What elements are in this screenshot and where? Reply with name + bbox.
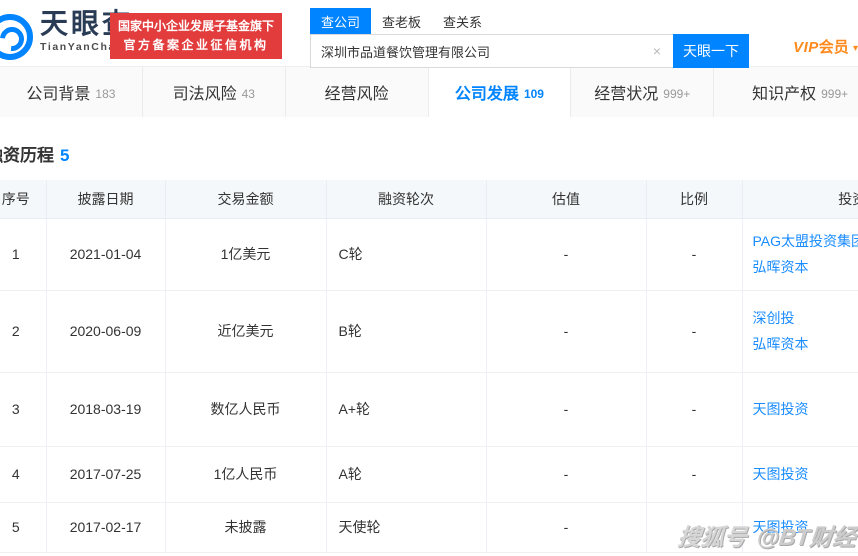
cell-no: 4 (0, 446, 47, 503)
col-header-valuation: 估值 (486, 180, 647, 219)
top-header: 天眼查 TianYanCha.com 国家中小企业发展子基金旗下 官方备案企业征… (0, 0, 858, 68)
cell-round: A轮 (326, 446, 487, 503)
chevron-down-icon: ▾ (852, 43, 858, 54)
cell-investors: 天图投资 (742, 372, 858, 447)
tab-company-background[interactable]: 公司背景 183 (0, 67, 143, 117)
cell-valuation: - (486, 218, 647, 291)
tab-company-development[interactable]: 公司发展 109 (428, 67, 572, 117)
table-row: 3 2018-03-19 数亿人民币 A+轮 - - 天图投资 (0, 372, 858, 447)
table-row: 5 2017-02-17 未披露 天使轮 - - 天图投资 (0, 502, 858, 553)
cell-round: 天使轮 (326, 502, 487, 553)
cell-investors: 天图投资 (742, 502, 858, 553)
cell-amount: 1亿人民币 (165, 446, 327, 503)
cell-ratio: - (646, 372, 743, 447)
cell-investors: PAG太盟投资集团 弘晖资本 (742, 218, 858, 291)
certification-badge: 国家中小企业发展子基金旗下 官方备案企业征信机构 (110, 13, 282, 59)
cell-amount: 数亿人民币 (165, 372, 327, 447)
cell-ratio: - (646, 502, 743, 553)
table-row: 1 2021-01-04 1亿美元 C轮 - - PAG太盟投资集团 弘晖资本 (0, 218, 858, 291)
search-input[interactable] (310, 34, 673, 68)
cell-amount: 近亿美元 (165, 290, 327, 373)
col-header-date: 披露日期 (46, 180, 166, 219)
vip-member-link[interactable]: VIP会员 ▾ (793, 36, 858, 57)
col-header-ratio: 比例 (646, 180, 743, 219)
investor-link[interactable]: PAG太盟投资集团 (752, 233, 858, 249)
col-header-amount: 交易金额 (165, 180, 327, 219)
tab-intellectual-property[interactable]: 知识产权 999+ (714, 67, 858, 117)
tianyancha-logo-icon (0, 14, 33, 60)
col-header-no: 序号 (0, 180, 47, 219)
cell-date: 2017-07-25 (46, 446, 166, 503)
tab-operation-risk[interactable]: 经营风险 (285, 67, 429, 117)
watermark-handle: @BT财经 (755, 524, 858, 550)
financing-history-table: 序号 披露日期 交易金额 融资轮次 估值 比例 投资方 1 2021-01-04… (0, 180, 858, 553)
badge-line2: 官方备案企业征信机构 (123, 38, 269, 52)
col-header-investors: 投资方 (742, 180, 858, 219)
search-area: 查公司 查老板 查关系 × 天眼一下 (310, 8, 750, 68)
cell-date: 2021-01-04 (46, 218, 166, 291)
watermark-brand: 搜狐号 (676, 524, 749, 550)
cell-no: 2 (0, 290, 47, 373)
search-tab-boss[interactable]: 查老板 (382, 15, 422, 30)
vip-label: VIP (793, 39, 819, 56)
badge-line1: 国家中小企业发展子基金旗下 (117, 19, 274, 33)
cell-round: B轮 (326, 290, 487, 373)
search-tabs: 查公司 查老板 查关系 (310, 8, 750, 34)
cell-date: 2020-06-09 (46, 290, 166, 373)
vip-member-label: 会员 (818, 39, 849, 56)
search-tab-company[interactable]: 查公司 (310, 8, 372, 34)
investor-link[interactable]: 弘晖资本 (752, 259, 809, 275)
cell-investors: 天图投资 (742, 446, 858, 503)
company-nav-tabs: 公司背景 183 司法风险 43 经营风险 公司发展 109 经营状况 999+… (0, 67, 858, 117)
table-row: 4 2017-07-25 1亿人民币 A轮 - - 天图投资 (0, 446, 858, 503)
cell-valuation: - (486, 372, 647, 447)
investor-link[interactable]: 弘晖资本 (752, 336, 809, 352)
section-title: 融资历程5 (0, 146, 70, 165)
cell-valuation: - (486, 290, 647, 373)
tab-count: 43 (241, 86, 255, 101)
tab-count: 183 (95, 86, 116, 101)
tab-count: 999+ (663, 86, 691, 101)
investor-link[interactable]: 天图投资 (752, 466, 809, 482)
cell-ratio: - (646, 290, 743, 373)
cell-no: 5 (0, 502, 47, 553)
cell-valuation: - (486, 502, 647, 553)
cell-ratio: - (646, 446, 743, 503)
cell-round: C轮 (326, 218, 487, 291)
cell-ratio: - (646, 218, 743, 291)
cell-no: 1 (0, 218, 47, 291)
cell-investors: 深创投 弘晖资本 (742, 290, 858, 373)
investor-link[interactable]: 天图投资 (752, 401, 809, 417)
search-button[interactable]: 天眼一下 (673, 34, 749, 68)
watermark: 搜狐号 @BT财经 (676, 518, 858, 552)
cell-date: 2017-02-17 (46, 502, 166, 553)
clear-icon[interactable]: × (652, 43, 662, 59)
investor-link[interactable]: 深创投 (752, 310, 795, 326)
cell-valuation: - (486, 446, 647, 503)
cell-amount: 1亿美元 (165, 218, 327, 291)
tab-count: 999+ (821, 86, 849, 101)
cell-round: A+轮 (326, 372, 487, 447)
table-header-row: 序号 披露日期 交易金额 融资轮次 估值 比例 投资方 (0, 180, 858, 219)
search-tab-relation[interactable]: 查关系 (443, 15, 483, 30)
tab-count: 109 (523, 86, 544, 101)
investor-link[interactable]: 天图投资 (752, 519, 809, 535)
tab-legal-risk[interactable]: 司法风险 43 (142, 67, 286, 117)
cell-no: 3 (0, 372, 47, 447)
cell-date: 2018-03-19 (46, 372, 166, 447)
tab-operation-status[interactable]: 经营状况 999+ (571, 67, 715, 117)
table-row: 2 2020-06-09 近亿美元 B轮 - - 深创投 弘晖资本 (0, 290, 858, 373)
cell-amount: 未披露 (165, 502, 327, 553)
col-header-round: 融资轮次 (326, 180, 487, 219)
section-count: 5 (60, 146, 70, 165)
